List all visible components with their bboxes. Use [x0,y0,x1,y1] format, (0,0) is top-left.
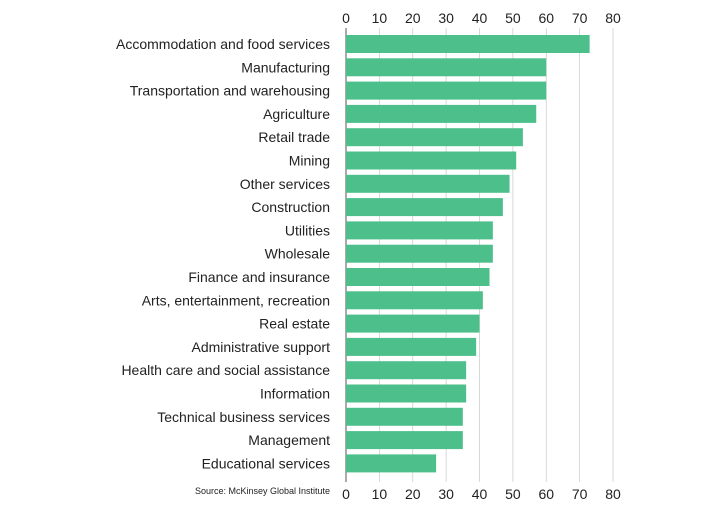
category-label: Technical business services [157,409,330,425]
bar [346,431,463,450]
bar [346,221,493,240]
top-tick-label: 30 [438,10,454,26]
bar [346,291,483,310]
category-label: Finance and insurance [188,269,330,285]
bar [346,454,437,473]
bottom-tick-label: 30 [438,486,454,502]
category-label: Utilities [285,222,330,238]
category-label: Accommodation and food services [116,36,330,52]
top-tick-label: 50 [505,10,521,26]
category-label: Manufacturing [241,59,330,75]
top-tick-label: 10 [372,10,388,26]
bar [346,268,490,286]
bottom-tick-label: 80 [605,486,621,502]
category-label: Construction [251,199,330,215]
bar [346,104,537,123]
top-tick-label: 20 [405,10,421,26]
category-label: Information [260,386,330,402]
bar [346,198,503,217]
category-label: Real estate [259,316,330,332]
category-label: Educational services [202,455,330,471]
category-label: Agriculture [263,106,330,122]
bar [346,35,590,53]
bar [346,244,493,263]
category-label: Arts, entertainment, recreation [142,292,330,308]
category-label: Other services [240,176,330,192]
bar [346,81,547,100]
source-note: Source: McKinsey Global Institute [195,486,330,496]
bottom-tick-label: 60 [538,486,554,502]
category-label: Retail trade [258,129,330,145]
bar [346,314,480,333]
top-tick-label: 60 [538,10,554,26]
bar [346,384,467,403]
category-label: Management [248,432,330,448]
bar [346,407,463,426]
bar [346,128,523,147]
bar [346,337,477,356]
bottom-tick-label: 10 [372,486,388,502]
bottom-tick-label: 70 [572,486,588,502]
top-axis-ticks: 0 10 20 30 40 50 60 70 80 [342,10,621,26]
bar [346,151,517,170]
top-tick-label: 70 [572,10,588,26]
bar [346,58,547,77]
top-tick-label: 0 [342,10,350,26]
category-labels: Accommodation and food services Manufactu… [116,36,330,471]
bottom-tick-label: 20 [405,486,421,502]
category-label: Wholesale [265,246,331,262]
category-label: Transportation and warehousing [130,83,330,99]
top-tick-label: 80 [605,10,621,26]
category-label: Health care and social assistance [121,362,330,378]
bottom-axis-ticks: 0 10 20 30 40 50 60 70 80 [342,486,621,502]
bottom-tick-label: 50 [505,486,521,502]
category-label: Administrative support [191,339,330,355]
category-label: Mining [289,153,330,169]
bottom-tick-label: 40 [472,486,488,502]
top-tick-label: 40 [472,10,488,26]
bottom-tick-label: 0 [342,486,350,502]
bar [346,361,467,380]
bar [346,174,510,193]
bars [346,35,590,473]
